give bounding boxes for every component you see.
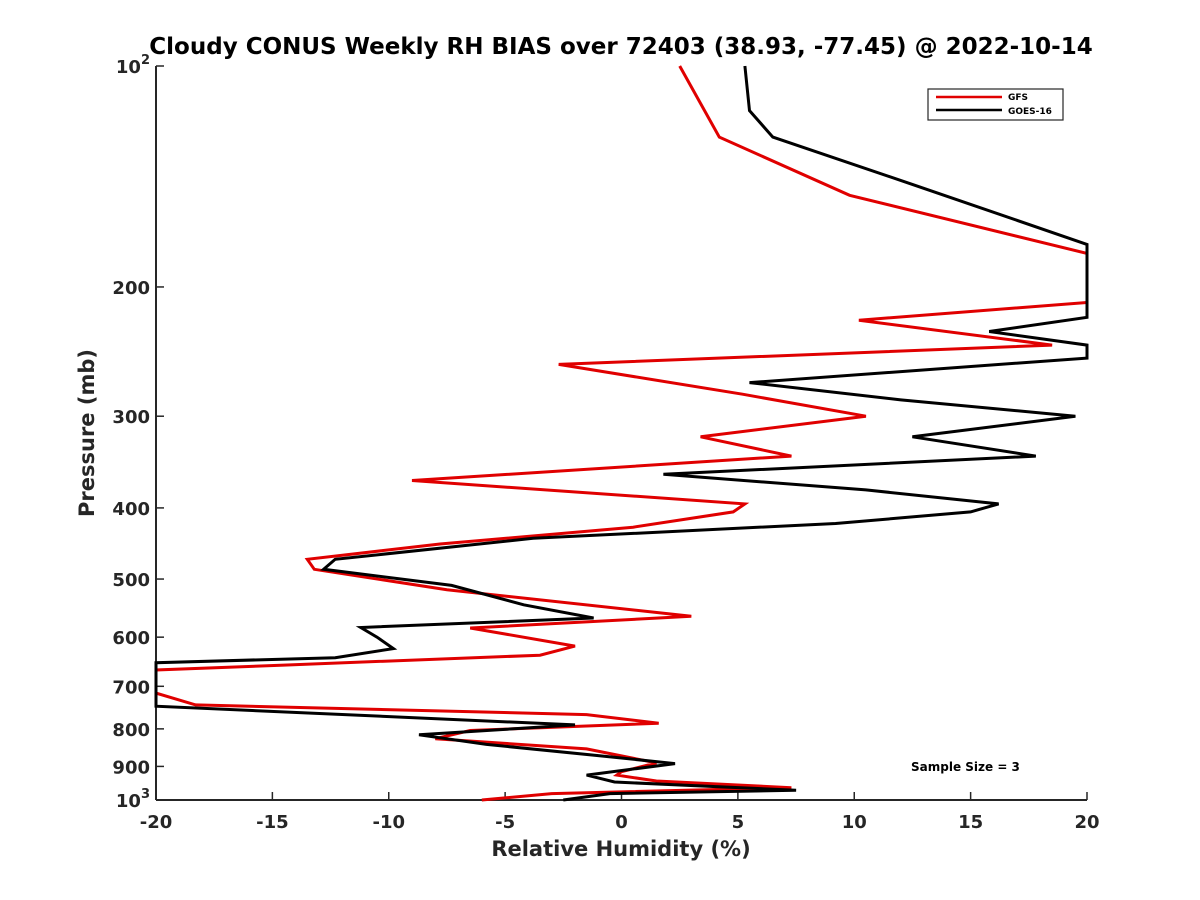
y-tick-label: 400 bbox=[112, 499, 150, 520]
y-tick-label: 700 bbox=[112, 677, 150, 698]
y-tick-label: 102 bbox=[116, 53, 150, 78]
x-tick-label: -15 bbox=[256, 812, 289, 833]
x-tick-label: 10 bbox=[842, 812, 867, 833]
y-ticks: 102 200 300 400 500 600 700 800 900 103 bbox=[112, 53, 164, 812]
plot-area: -20 -15 -10 -5 0 5 10 15 20 102 200 300 400 500 600 70… bbox=[112, 53, 1099, 833]
y-tick-label: 900 bbox=[112, 757, 150, 778]
y-tick-label: 800 bbox=[112, 720, 150, 741]
chart-title: Cloudy CONUS Weekly RH BIAS over 72403 (… bbox=[149, 34, 1092, 60]
legend-box bbox=[927, 88, 1064, 121]
x-tick-label: 20 bbox=[1074, 812, 1099, 833]
y-tick-label: 600 bbox=[112, 628, 150, 649]
sample-size-annotation: Sample Size = 3 bbox=[911, 760, 1020, 774]
series-lines bbox=[154, 65, 1089, 802]
x-tick-label: 5 bbox=[732, 812, 745, 833]
x-ticks: -20 -15 -10 -5 0 5 10 15 20 bbox=[140, 792, 1100, 833]
legend: GFS GOES-16 bbox=[927, 88, 1064, 121]
y-tick-label: 300 bbox=[112, 407, 150, 428]
legend-label-goes-16: GOES-16 bbox=[1008, 107, 1052, 117]
x-axis-label: Relative Humidity (%) bbox=[491, 837, 750, 861]
legend-label-gfs: GFS bbox=[1008, 93, 1028, 103]
y-tick-label: 200 bbox=[112, 278, 150, 299]
y-axis-label: Pressure (mb) bbox=[75, 349, 99, 517]
y-tick-label: 103 bbox=[116, 787, 150, 812]
x-tick-label: -20 bbox=[140, 812, 173, 833]
series-line-goes-16 bbox=[154, 65, 1089, 802]
y-tick-label: 500 bbox=[112, 570, 150, 591]
series-line-gfs bbox=[154, 65, 1089, 802]
x-tick-label: -5 bbox=[495, 812, 515, 833]
x-tick-label: 0 bbox=[615, 812, 628, 833]
x-tick-label: 15 bbox=[958, 812, 983, 833]
x-tick-label: -10 bbox=[372, 812, 405, 833]
